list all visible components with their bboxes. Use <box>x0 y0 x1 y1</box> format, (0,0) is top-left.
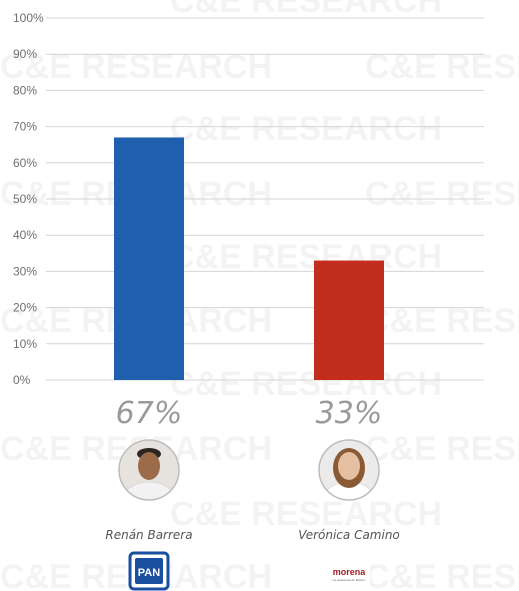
watermark-text: C&E RESEARCH <box>170 365 442 403</box>
bar <box>314 260 384 380</box>
y-tick-label: 70% <box>13 120 37 134</box>
watermark-text: C&E RESEARCH <box>365 302 519 340</box>
bar-layer <box>114 137 384 380</box>
bar-value-label: 67% <box>116 396 183 431</box>
y-tick-label: 60% <box>13 156 37 170</box>
watermark-text: C&E RESEARCH <box>170 0 442 20</box>
watermark-text: C&E RESEARCH <box>170 110 442 148</box>
candidate-photos <box>118 439 380 501</box>
y-tick-label: 30% <box>13 264 37 278</box>
pan-logo: PAN <box>128 551 170 591</box>
y-tick-label: 10% <box>13 337 37 351</box>
y-tick-label: 80% <box>13 83 37 97</box>
y-axis-ticks: 0% 10% 20% 30% 40% 50% 60% 70% 80% 90% 100% <box>13 11 44 387</box>
morena-logo-text: morena <box>333 567 367 577</box>
candidate-photo <box>319 440 379 500</box>
candidate-names: Renán Barrera Verónica Camino <box>105 528 399 542</box>
watermark-text: C&E RESEARCH <box>365 558 519 591</box>
watermark-text: C&E RESEARCH <box>170 495 442 533</box>
value-labels: 67% 33% <box>116 396 383 431</box>
y-tick-label: 40% <box>13 228 37 242</box>
watermark-text: C&E RESEARCH <box>365 175 519 213</box>
morena-logo-tagline: La esperanza de México <box>333 578 366 582</box>
pan-logo-text: PAN <box>138 567 160 579</box>
watermark-text: C&E RESEARCH <box>365 430 519 468</box>
bar-value-label: 33% <box>316 396 383 431</box>
y-tick-label: 90% <box>13 47 37 61</box>
candidate-name: Renán Barrera <box>105 528 192 542</box>
watermark-text: C&E RESEARCH <box>170 238 442 276</box>
bar <box>114 137 184 380</box>
candidate-name: Verónica Camino <box>298 528 400 542</box>
y-tick-label: 20% <box>13 301 37 315</box>
y-tick-label: 100% <box>13 11 44 25</box>
y-tick-label: 50% <box>13 192 37 206</box>
y-tick-label: 0% <box>13 373 31 387</box>
candidate-photo <box>119 440 179 500</box>
